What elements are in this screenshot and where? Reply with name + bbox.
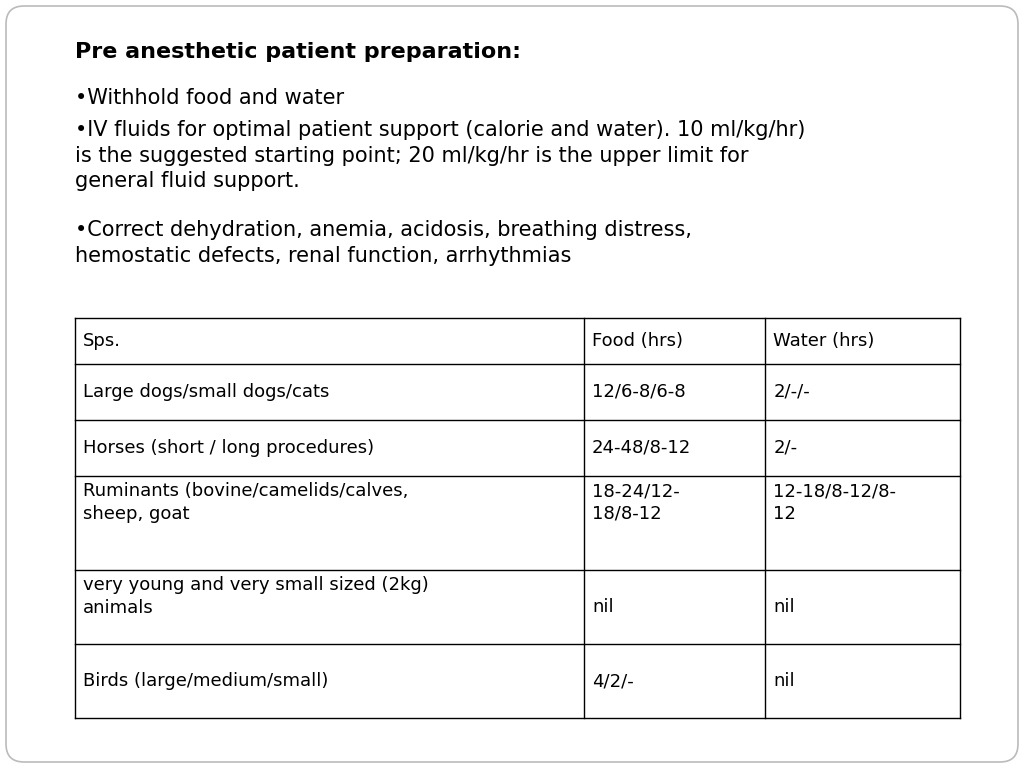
Text: Ruminants (bovine/camelids/calves,
sheep, goat: Ruminants (bovine/camelids/calves, sheep… (83, 482, 409, 523)
Text: 24-48/8-12: 24-48/8-12 (592, 439, 691, 457)
Text: 2/-/-: 2/-/- (773, 383, 810, 401)
Text: Food (hrs): Food (hrs) (592, 332, 683, 350)
FancyBboxPatch shape (6, 6, 1018, 762)
Text: 4/2/-: 4/2/- (592, 672, 634, 690)
Text: •Correct dehydration, anemia, acidosis, breathing distress,
hemostatic defects, : •Correct dehydration, anemia, acidosis, … (75, 220, 692, 266)
Text: nil: nil (773, 598, 795, 616)
Text: •Withhold food and water: •Withhold food and water (75, 88, 344, 108)
Text: 18-24/12-
18/8-12: 18-24/12- 18/8-12 (592, 482, 680, 523)
Text: very young and very small sized (2kg)
animals: very young and very small sized (2kg) an… (83, 576, 429, 617)
Text: Birds (large/medium/small): Birds (large/medium/small) (83, 672, 329, 690)
Text: Pre anesthetic patient preparation:: Pre anesthetic patient preparation: (75, 42, 521, 62)
Text: nil: nil (773, 672, 795, 690)
Text: Water (hrs): Water (hrs) (773, 332, 874, 350)
Text: Horses (short / long procedures): Horses (short / long procedures) (83, 439, 374, 457)
Text: nil: nil (592, 598, 613, 616)
Text: •IV fluids for optimal patient support (calorie and water). 10 ml/kg/hr)
is the : •IV fluids for optimal patient support (… (75, 120, 805, 191)
Text: Large dogs/small dogs/cats: Large dogs/small dogs/cats (83, 383, 330, 401)
Text: 12-18/8-12/8-
12: 12-18/8-12/8- 12 (773, 482, 896, 523)
Text: 2/-: 2/- (773, 439, 798, 457)
Text: Sps.: Sps. (83, 332, 121, 350)
Text: 12/6-8/6-8: 12/6-8/6-8 (592, 383, 685, 401)
